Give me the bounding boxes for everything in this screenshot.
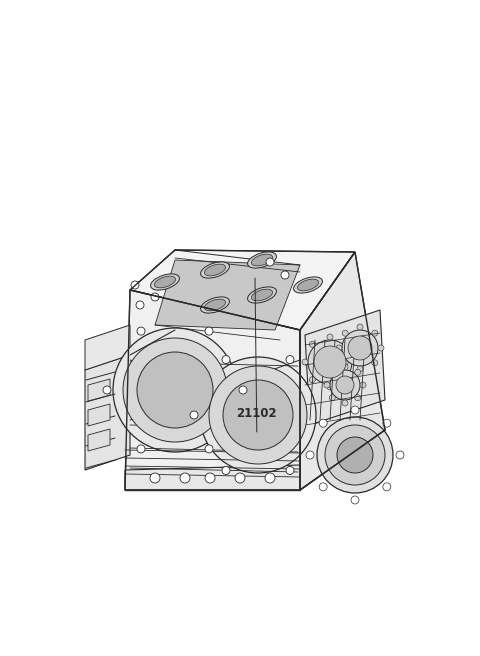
Circle shape bbox=[222, 356, 230, 363]
Circle shape bbox=[324, 382, 330, 388]
Circle shape bbox=[266, 258, 274, 266]
Circle shape bbox=[372, 330, 378, 336]
Ellipse shape bbox=[252, 289, 273, 301]
Ellipse shape bbox=[248, 252, 276, 268]
Circle shape bbox=[378, 345, 384, 351]
Circle shape bbox=[336, 376, 354, 394]
Polygon shape bbox=[88, 404, 110, 426]
Circle shape bbox=[309, 341, 315, 347]
Circle shape bbox=[265, 473, 275, 483]
Circle shape bbox=[319, 483, 327, 491]
Circle shape bbox=[222, 466, 230, 474]
Text: 21102: 21102 bbox=[237, 407, 277, 420]
Circle shape bbox=[383, 483, 391, 491]
Circle shape bbox=[352, 359, 358, 365]
Circle shape bbox=[342, 330, 378, 366]
Circle shape bbox=[351, 496, 359, 504]
Circle shape bbox=[325, 425, 385, 485]
Circle shape bbox=[314, 346, 346, 378]
Circle shape bbox=[308, 340, 352, 384]
Circle shape bbox=[329, 369, 335, 375]
Polygon shape bbox=[130, 250, 355, 330]
Circle shape bbox=[123, 338, 227, 442]
Circle shape bbox=[357, 366, 363, 372]
Circle shape bbox=[209, 366, 307, 464]
Circle shape bbox=[309, 377, 315, 382]
Circle shape bbox=[190, 411, 198, 419]
Ellipse shape bbox=[298, 279, 319, 291]
Circle shape bbox=[396, 451, 404, 459]
Circle shape bbox=[136, 301, 144, 309]
Circle shape bbox=[355, 369, 361, 375]
Circle shape bbox=[180, 473, 190, 483]
Circle shape bbox=[113, 328, 237, 452]
Ellipse shape bbox=[151, 274, 180, 290]
Circle shape bbox=[137, 352, 213, 428]
Ellipse shape bbox=[252, 254, 273, 266]
Polygon shape bbox=[88, 379, 110, 401]
Circle shape bbox=[223, 380, 293, 450]
Ellipse shape bbox=[294, 277, 323, 293]
Polygon shape bbox=[85, 325, 130, 370]
Circle shape bbox=[205, 473, 215, 483]
Circle shape bbox=[286, 356, 294, 363]
Circle shape bbox=[357, 324, 363, 330]
Circle shape bbox=[131, 281, 139, 289]
Circle shape bbox=[336, 345, 342, 351]
Circle shape bbox=[151, 293, 159, 301]
Circle shape bbox=[327, 334, 333, 340]
Circle shape bbox=[345, 377, 351, 382]
Polygon shape bbox=[88, 429, 110, 451]
Circle shape bbox=[302, 359, 308, 365]
Circle shape bbox=[281, 271, 289, 279]
Polygon shape bbox=[155, 260, 300, 330]
Circle shape bbox=[319, 419, 327, 427]
Circle shape bbox=[150, 473, 160, 483]
Circle shape bbox=[342, 400, 348, 406]
Ellipse shape bbox=[155, 276, 176, 288]
Circle shape bbox=[327, 384, 333, 390]
Circle shape bbox=[342, 364, 348, 370]
Ellipse shape bbox=[204, 299, 226, 311]
Circle shape bbox=[351, 406, 359, 414]
Circle shape bbox=[355, 395, 361, 401]
Circle shape bbox=[317, 417, 393, 493]
Ellipse shape bbox=[201, 297, 229, 313]
Ellipse shape bbox=[204, 264, 226, 276]
Circle shape bbox=[383, 419, 391, 427]
Polygon shape bbox=[125, 290, 300, 490]
Circle shape bbox=[306, 451, 314, 459]
Circle shape bbox=[337, 437, 373, 473]
Circle shape bbox=[330, 370, 360, 400]
Circle shape bbox=[329, 395, 335, 401]
Circle shape bbox=[342, 330, 348, 336]
Polygon shape bbox=[305, 310, 385, 425]
Ellipse shape bbox=[248, 287, 276, 303]
Circle shape bbox=[348, 336, 372, 360]
Circle shape bbox=[286, 466, 294, 474]
Circle shape bbox=[137, 445, 145, 453]
Circle shape bbox=[137, 327, 145, 335]
Polygon shape bbox=[300, 252, 385, 490]
Circle shape bbox=[235, 473, 245, 483]
Circle shape bbox=[205, 327, 213, 335]
Circle shape bbox=[239, 386, 247, 394]
Circle shape bbox=[205, 445, 213, 453]
Circle shape bbox=[360, 382, 366, 388]
Polygon shape bbox=[125, 465, 300, 490]
Ellipse shape bbox=[201, 262, 229, 278]
Polygon shape bbox=[85, 355, 130, 470]
Circle shape bbox=[372, 360, 378, 366]
Circle shape bbox=[342, 360, 348, 366]
Circle shape bbox=[200, 357, 316, 473]
Circle shape bbox=[345, 341, 351, 347]
Circle shape bbox=[103, 386, 111, 394]
